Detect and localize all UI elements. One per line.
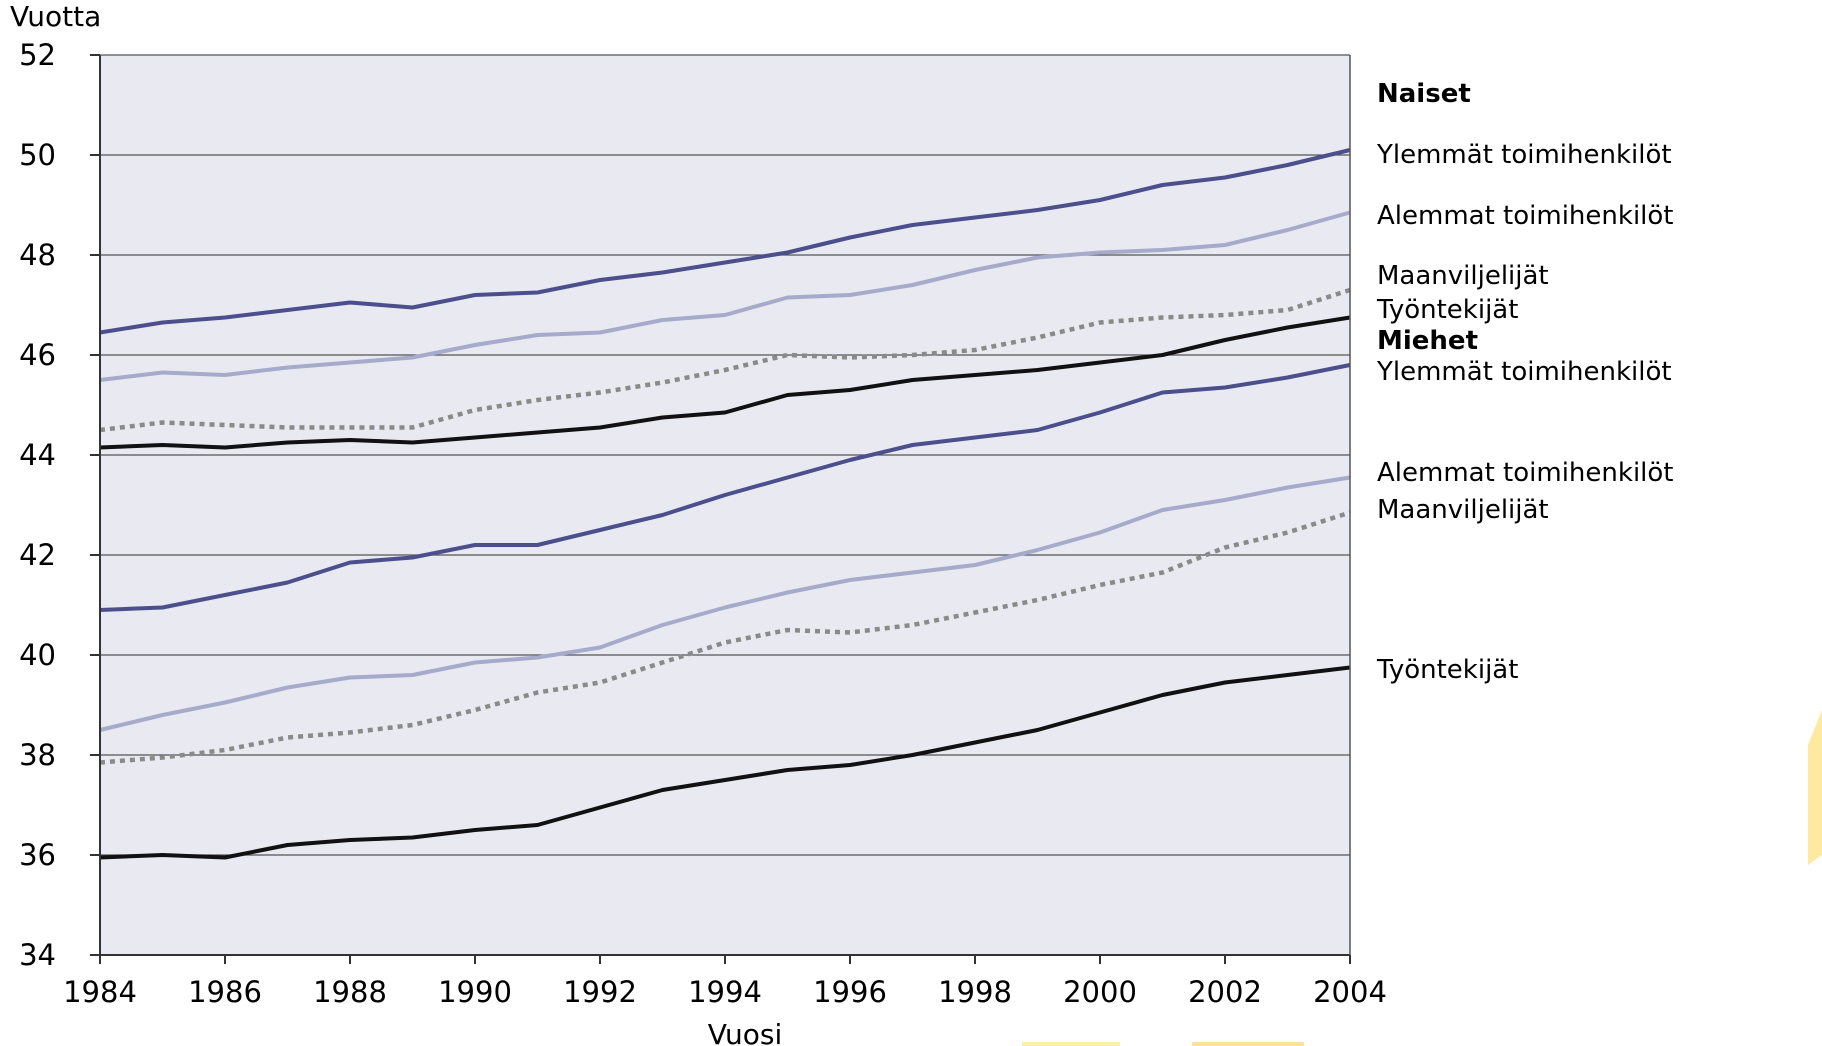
series-lines (99, 148, 1351, 860)
x-tick-label: 1990 (438, 975, 512, 1009)
legend-group-miehet: Miehet (1377, 326, 1478, 356)
x-tick-label: 1988 (313, 975, 387, 1009)
x-tick-label: 2004 (1313, 975, 1387, 1009)
series-line-naiset-3 (99, 315, 1351, 450)
y-axis-label: Vuotta (10, 0, 101, 33)
series-line-naiset-1 (99, 210, 1351, 382)
series-line-miehet-4 (99, 363, 1351, 612)
x-axis-label: Vuosi (708, 1018, 783, 1046)
series-line-miehet-5 (99, 475, 1351, 732)
y-tick-label: 34 (19, 938, 56, 972)
y-tick-label: 40 (19, 638, 56, 672)
x-tick-label: 1998 (938, 975, 1012, 1009)
y-tick-label: 48 (19, 238, 56, 272)
legend-item-miehet: Työntekijät (1376, 655, 1518, 685)
y-tick-label: 46 (19, 338, 56, 372)
decorative-accents (1022, 710, 1822, 1046)
legend-group-naiset: Naiset (1377, 79, 1471, 109)
x-tick-label: 1992 (563, 975, 637, 1009)
yellow-accent-bar (1192, 1042, 1304, 1046)
x-tick-label: 2000 (1063, 975, 1137, 1009)
legend-item-naiset: Maanviljelijät (1377, 261, 1549, 291)
series-line-naiset-0 (99, 148, 1351, 335)
yellow-accent-shape (1808, 710, 1822, 865)
legend-item-naiset: Työntekijät (1376, 295, 1518, 325)
series-line-naiset-2 (99, 287, 1351, 433)
y-tick-label: 50 (19, 138, 56, 172)
x-tick-label: 2002 (1188, 975, 1262, 1009)
x-tick-label: 1984 (63, 975, 137, 1009)
y-tick-label: 52 (19, 38, 56, 72)
legend-item-naiset: Ylemmät toimihenkilöt (1376, 140, 1672, 170)
series-line-miehet-7 (99, 665, 1351, 860)
legend-item-miehet: Maanviljelijät (1377, 495, 1549, 525)
yellow-accent-bar (1022, 1042, 1120, 1046)
plot-area (100, 55, 1350, 955)
y-tick-label: 44 (19, 438, 56, 472)
series-line-miehet-6 (99, 510, 1351, 765)
y-tick-label: 42 (19, 538, 56, 572)
legend-item-miehet: Ylemmät toimihenkilöt (1376, 357, 1672, 387)
y-tick-label: 36 (19, 838, 56, 872)
y-tick-label: 38 (19, 738, 56, 772)
x-tick-label: 1986 (188, 975, 262, 1009)
legend-item-naiset: Alemmat toimihenkilöt (1377, 201, 1674, 231)
x-tick-labels: 1984 1986 1988 1990 1992 1994 1996 1998 2000 2002… (63, 955, 1387, 1009)
legend-item-miehet: Alemmat toimihenkilöt (1377, 458, 1674, 488)
x-tick-label: 1996 (813, 975, 887, 1009)
x-tick-label: 1994 (688, 975, 762, 1009)
y-tick-labels: 34 36 38 40 42 44 46 48 50 52 (19, 38, 100, 972)
